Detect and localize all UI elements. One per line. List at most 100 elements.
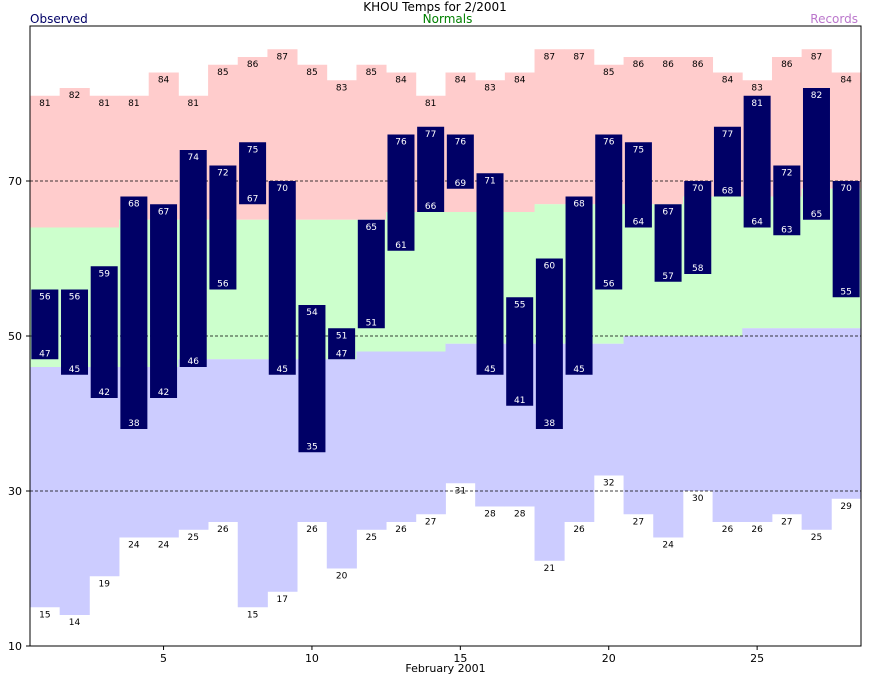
record-high-label: 84	[395, 76, 407, 86]
observed-low-label: 42	[98, 388, 109, 398]
x-tick-label: 20	[602, 652, 616, 665]
record-high-band	[653, 57, 684, 205]
record-high-label: 83	[751, 83, 762, 93]
observed-high-label: 56	[39, 293, 51, 303]
observed-bar	[179, 150, 207, 367]
observed-high-label: 75	[247, 145, 258, 155]
record-low-label: 26	[722, 525, 734, 535]
normal-band	[445, 212, 476, 344]
record-low-band	[356, 351, 387, 530]
axis-ticks: 10 30 50 70 5 10 15 20 25	[8, 175, 764, 665]
record-low-band	[712, 336, 743, 522]
observed-bar	[446, 134, 474, 189]
observed-bar	[802, 88, 830, 220]
record-low-label: 25	[811, 533, 822, 543]
record-low-band	[208, 359, 239, 522]
record-low-label: 31	[455, 486, 466, 496]
record-low-label: 21	[544, 564, 555, 574]
record-low-label: 27	[633, 517, 644, 527]
record-high-label: 83	[336, 83, 347, 93]
record-high-band	[297, 64, 328, 220]
record-low-label: 28	[514, 510, 526, 520]
observed-low-label: 65	[811, 210, 822, 220]
observed-high-label: 60	[544, 262, 556, 272]
record-low-band	[326, 359, 357, 569]
record-low-band	[653, 336, 684, 538]
record-low-label: 19	[98, 579, 110, 589]
chart-title: KHOU Temps for 2/2001	[363, 0, 507, 14]
observed-bar	[684, 181, 712, 274]
record-high-band	[831, 72, 862, 189]
record-low-band	[59, 367, 90, 615]
observed-high-label: 72	[217, 169, 228, 179]
observed-high-label: 70	[692, 184, 704, 194]
record-low-band	[30, 367, 61, 608]
x-tick-label: 5	[160, 652, 167, 665]
record-low-label: 25	[188, 533, 199, 543]
record-high-band	[682, 57, 714, 197]
record-high-band	[534, 49, 565, 205]
record-high-label: 81	[128, 99, 139, 109]
record-high-label: 85	[217, 68, 228, 78]
normal-band	[712, 196, 743, 336]
record-low-label: 26	[217, 525, 229, 535]
record-high-band	[504, 72, 535, 212]
record-low-band	[445, 343, 476, 484]
y-tick-label: 10	[8, 640, 22, 653]
record-low-label: 27	[425, 517, 436, 527]
record-high-label: 87	[544, 52, 555, 62]
observed-low-label: 45	[277, 365, 288, 375]
record-high-label: 81	[425, 99, 436, 109]
record-high-label: 84	[455, 76, 467, 86]
observed-low-label: 56	[217, 280, 229, 290]
legend-normals: Normals	[422, 12, 473, 26]
record-high-label: 86	[781, 60, 793, 70]
observed-high-label: 51	[336, 331, 347, 341]
observed-low-label: 63	[781, 225, 792, 235]
observed-low-label: 45	[484, 365, 495, 375]
record-high-label: 84	[514, 76, 526, 86]
observed-low-label: 46	[188, 357, 200, 367]
y-tick-label: 70	[8, 175, 22, 188]
record-high-band	[89, 95, 120, 228]
record-low-label: 27	[781, 517, 792, 527]
record-low-band	[801, 328, 832, 530]
record-high-label: 86	[692, 60, 704, 70]
data-labels: 56 47 81 15 56 45 82 14 59 42 81 19 68 38 81 24 67 42 84 24…	[39, 52, 852, 628]
record-low-label: 28	[484, 510, 496, 520]
record-low-label: 26	[306, 525, 318, 535]
observed-low-label: 42	[158, 388, 169, 398]
x-axis-label: February 2001	[405, 662, 485, 675]
record-low-band	[831, 328, 862, 499]
observed-high-label: 56	[69, 293, 81, 303]
record-low-label: 17	[277, 595, 288, 605]
observed-high-label: 68	[128, 200, 140, 210]
record-high-label: 81	[98, 99, 109, 109]
record-high-band	[356, 64, 387, 220]
record-high-label: 85	[603, 68, 614, 78]
observed-bar	[268, 181, 296, 375]
record-low-band	[267, 359, 298, 592]
observed-bar	[120, 196, 148, 429]
record-high-label: 85	[366, 68, 377, 78]
observed-high-label: 70	[277, 184, 289, 194]
observed-bar	[476, 173, 504, 375]
observed-low-label: 55	[840, 287, 851, 297]
observed-bar	[90, 266, 118, 398]
observed-high-label: 55	[514, 300, 525, 310]
record-high-label: 87	[573, 52, 584, 62]
observed-bar	[832, 181, 860, 298]
observed-high-label: 67	[158, 207, 169, 217]
observed-high-label: 65	[366, 223, 377, 233]
record-low-band	[771, 328, 803, 515]
record-low-band	[415, 351, 446, 515]
observed-high-label: 76	[455, 138, 467, 148]
observed-bar	[713, 126, 741, 197]
observed-bar	[298, 305, 326, 453]
record-high-label: 82	[69, 91, 80, 101]
observed-low-label: 69	[455, 179, 467, 189]
observed-low-label: 66	[425, 202, 437, 212]
observed-bar	[565, 196, 593, 375]
record-low-band	[682, 336, 714, 491]
